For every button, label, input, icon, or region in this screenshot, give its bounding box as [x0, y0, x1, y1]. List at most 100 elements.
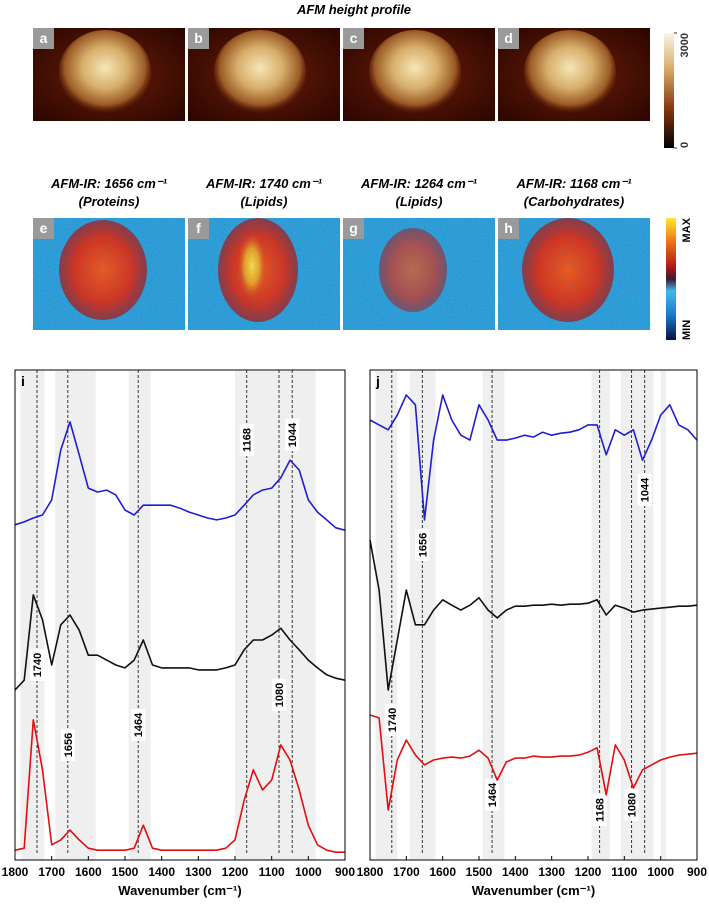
x-tick-label: 1100 — [259, 865, 285, 879]
panel-tag: d — [504, 30, 513, 46]
x-tick-label: 1400 — [502, 865, 529, 879]
marker-label: 1044 — [640, 477, 652, 502]
panel-tag: a — [40, 30, 48, 46]
cell-topography — [59, 30, 151, 114]
cell-topography — [214, 30, 306, 114]
ir-image-title: AFM-IR: 1168 cm⁻¹ — [516, 176, 633, 191]
figure-title: AFM height profile — [296, 2, 411, 17]
marker-label: 1080 — [627, 793, 639, 817]
panel-tag-box — [498, 28, 519, 49]
shaded-band — [20, 371, 45, 860]
height-colorbar — [664, 33, 674, 148]
panel-tag: f — [196, 220, 201, 236]
shaded-band — [620, 371, 654, 860]
marker-label: 1464 — [487, 782, 499, 807]
shaded-band — [128, 371, 151, 860]
shaded-band — [55, 371, 96, 860]
marker-label-bg — [60, 729, 75, 761]
x-tick-label: 1800 — [357, 865, 384, 879]
x-tick-label: 1000 — [647, 865, 674, 879]
ir-image-subtitle: (Lipids) — [241, 194, 288, 209]
afm-ir-noise-top — [188, 218, 340, 330]
marker-label-bg — [30, 649, 44, 681]
marker-label: 1656 — [417, 533, 429, 557]
panel-tag: g — [349, 220, 358, 236]
x-tick-label: 1300 — [538, 865, 565, 879]
x-tick-label: 1000 — [295, 865, 322, 879]
panel-label: i — [21, 373, 25, 389]
panel-tag: h — [504, 220, 513, 236]
x-tick-label: 1500 — [112, 865, 139, 879]
marker-label: 1740 — [32, 653, 44, 677]
panel-tag-box — [343, 28, 364, 49]
ir-image-subtitle: (Proteins) — [79, 194, 140, 209]
x-tick-label: 1400 — [148, 865, 175, 879]
x-tick-label: 1700 — [393, 865, 420, 879]
spectrum-line — [14, 594, 346, 691]
marker-label-bg — [239, 424, 254, 456]
x-tick-label: 1200 — [222, 865, 249, 879]
ir-image-title: AFM-IR: 1264 cm⁻¹ — [360, 176, 478, 191]
marker-label-bg — [384, 704, 399, 736]
marker-label-bg — [485, 779, 500, 811]
colorbar-min-label: MIN — [681, 320, 693, 340]
marker-label-bg — [637, 474, 652, 506]
marker-label: 1168 — [595, 798, 607, 822]
marker-label-bg — [131, 709, 146, 741]
afm-ir-noise-top — [33, 218, 185, 330]
panel-tag: e — [40, 220, 48, 236]
x-axis-label: Wavenumber (cm⁻¹) — [472, 883, 595, 898]
shaded-band — [660, 371, 667, 860]
panel-tag-box — [343, 218, 364, 239]
panel-tag: b — [194, 30, 203, 46]
marker-label: 1740 — [387, 708, 399, 732]
x-tick-label: 1600 — [429, 865, 456, 879]
marker-label: 1464 — [133, 712, 145, 737]
spectrum-line — [14, 421, 346, 531]
ir-image-title: AFM-IR: 1740 cm⁻¹ — [205, 176, 323, 191]
marker-label-bg — [624, 789, 639, 821]
afm-ir-noise-top — [343, 218, 495, 330]
spectrum-line — [369, 394, 698, 521]
ir-image-subtitle: (Carbohydrates) — [524, 194, 624, 209]
panel-tag-box — [33, 218, 54, 239]
x-tick-label: 1300 — [185, 865, 212, 879]
marker-label-bg — [415, 529, 430, 561]
ir-image-subtitle: (Lipids) — [396, 194, 443, 209]
spectrum-line — [369, 714, 698, 811]
marker-label: 1044 — [287, 422, 299, 447]
ir-colorbar — [666, 218, 676, 340]
x-tick-label: 1600 — [75, 865, 102, 879]
x-tick-label: 900 — [335, 865, 355, 879]
panel-tag-box — [188, 28, 209, 49]
spectrum-line — [369, 539, 698, 691]
x-tick-label: 1500 — [466, 865, 493, 879]
marker-label-bg — [285, 419, 300, 451]
panel-tag-box — [498, 218, 519, 239]
x-tick-label: 900 — [687, 865, 707, 879]
x-tick-label: 1800 — [2, 865, 29, 879]
marker-label: 1080 — [274, 683, 286, 707]
ir-image-title: AFM-IR: 1656 cm⁻¹ — [50, 176, 168, 191]
panel-tag-box — [33, 28, 54, 49]
marker-label-bg — [592, 794, 607, 826]
marker-label-bg — [272, 679, 286, 711]
marker-label: 1656 — [63, 733, 75, 757]
x-axis-label: Wavenumber (cm⁻¹) — [118, 883, 241, 898]
plot-frame — [14, 369, 346, 861]
cell-topography — [524, 30, 616, 114]
colorbar-tick-label: 3000 — [679, 33, 691, 57]
shaded-band — [591, 371, 610, 860]
panel-tag-box — [188, 218, 209, 239]
panel-label: j — [375, 373, 380, 389]
spectrum-line — [14, 719, 345, 853]
cell-topography — [369, 30, 461, 114]
colorbar-max-label: MAX — [681, 217, 693, 242]
panel-tag: c — [350, 30, 358, 46]
plot-frame — [369, 369, 698, 861]
afm-ir-noise-top — [498, 218, 650, 330]
x-tick-label: 1700 — [38, 865, 65, 879]
x-tick-label: 1200 — [575, 865, 602, 879]
